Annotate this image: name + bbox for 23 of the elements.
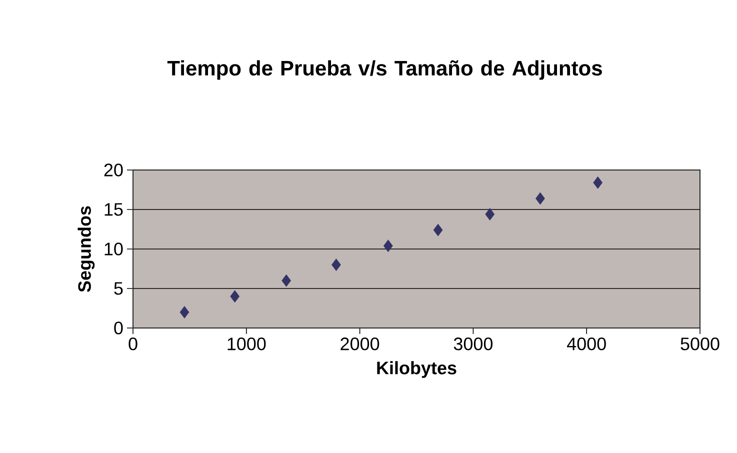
- point: [230, 290, 240, 303]
- y-tick-label: 15: [104, 203, 123, 216]
- y-tick-label: 20: [104, 164, 123, 176]
- point: [433, 224, 443, 236]
- x-tick-label: 1000: [228, 338, 266, 350]
- x-tick-label: 3000: [454, 338, 493, 350]
- point: [332, 258, 341, 271]
- chart-title: Tiempo de Prueba v/s Tamaño de Adjuntos: [167, 60, 602, 80]
- x-tick-label: 0: [128, 338, 138, 350]
- point: [282, 274, 292, 287]
- y-tick-label: 5: [114, 282, 123, 295]
- point: [485, 208, 495, 220]
- point: [593, 176, 603, 189]
- point: [383, 240, 393, 252]
- x-tick-label: 5000: [680, 338, 720, 350]
- y-tick-label: 0: [114, 322, 123, 334]
- x-axis-title: Kilobytes: [377, 361, 456, 378]
- point: [180, 306, 190, 318]
- point: [536, 192, 545, 205]
- y-tick-label: 10: [104, 242, 123, 256]
- y-axis-title: Segundos: [78, 206, 95, 292]
- x-tick-label: 2000: [340, 338, 380, 350]
- x-tick-label: 4000: [566, 338, 606, 350]
